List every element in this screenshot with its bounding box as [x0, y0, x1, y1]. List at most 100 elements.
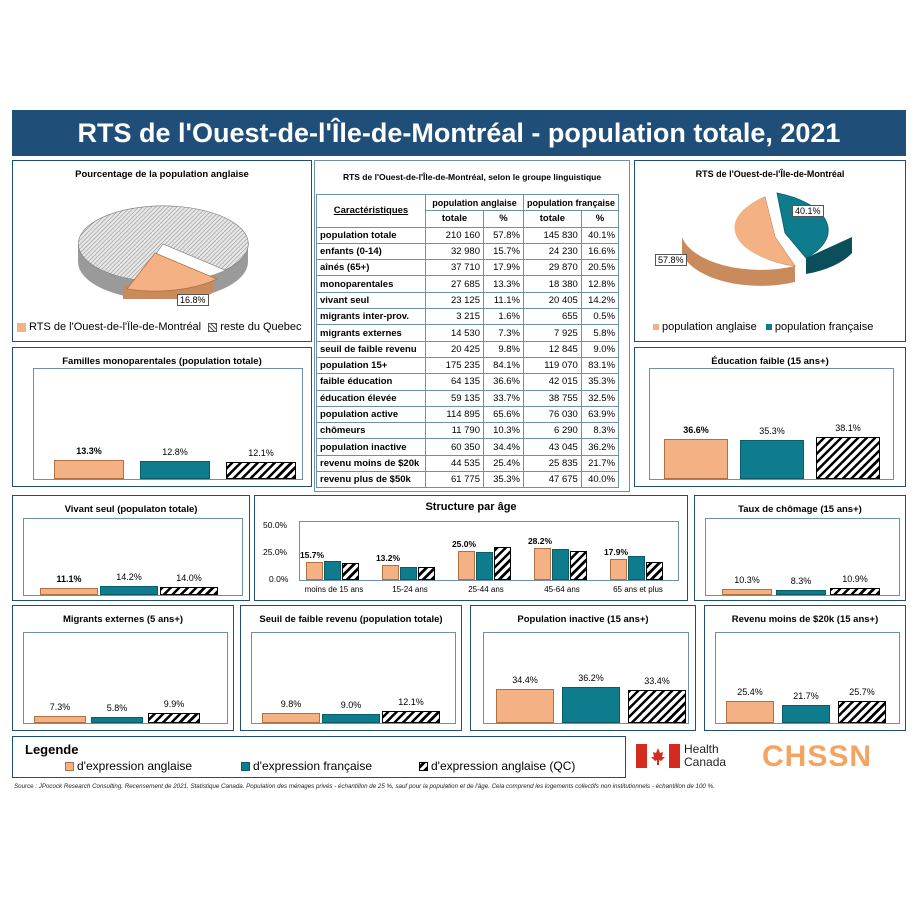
source-note: Source : JPocock Research Consulting. Re…: [14, 783, 715, 790]
education-panel: Éducation faible (15 ans+) 36.6% 35.3% 38.1…: [634, 347, 906, 487]
bar-qc: [226, 462, 296, 479]
legend-label-fr: d'expression française: [253, 759, 373, 773]
pie-right-slice-en-main: [734, 197, 795, 266]
pie-right-legend: population anglaise population française: [653, 321, 873, 333]
table-cell: 35.3%: [483, 471, 524, 489]
table-cell: 29 870: [523, 259, 582, 277]
table-cell: 20.5%: [580, 259, 620, 277]
canada-flag-icon: [636, 744, 680, 768]
table-cell: 145 830: [523, 226, 582, 244]
table-title: RTS de l'Ouest-de-l'Île-de-Montréal, sel…: [342, 172, 602, 182]
bar-qc: [382, 710, 440, 723]
structure-category-label: 45-64 ans: [544, 585, 580, 594]
table-cell: 20 425: [425, 340, 484, 358]
bar-value-label: 21.7%: [793, 690, 819, 701]
table-cell: 17.9%: [483, 259, 524, 277]
bar-fra: [100, 586, 158, 595]
familles-title: Familles monoparentales (population tota…: [62, 356, 262, 367]
col-header-en: population anglaise: [425, 193, 524, 212]
table-cell: 12.8%: [580, 275, 620, 293]
table-cell: 43 045: [523, 438, 582, 456]
bar-fra: [91, 717, 143, 723]
table-cell: 40.1%: [580, 226, 620, 244]
legend-panel: Legende d'expression anglaise d'expressi…: [12, 736, 626, 778]
table-cell: 655: [523, 308, 582, 326]
bar-value-label: 14.2%: [116, 572, 142, 583]
sub-pct-en: %: [483, 210, 524, 228]
inactive-plot: 34.4% 36.2% 33.4%: [483, 632, 689, 724]
table-cell: 10.3%: [483, 422, 524, 440]
structure-bar-qc: [570, 550, 587, 580]
table-row: population active 114 895 65.6% 76 030 63.9%: [316, 405, 620, 424]
table-cell: 14.2%: [580, 291, 620, 310]
bar-fra: [740, 440, 804, 479]
migrants-panel: Migrants externes (5 ans+) 7.3% 5.8% 9.9%: [12, 605, 234, 731]
bar-fra: [322, 714, 380, 723]
table-row: population totale 210 160 57.8% 145 830 40.1…: [316, 226, 620, 244]
structure-value-label: 17.9%: [603, 547, 629, 558]
bar-qc: [838, 701, 886, 723]
pie-right-slice-fr-side: [806, 237, 852, 274]
bar-ang: [496, 688, 554, 723]
bar-value-label: 36.6%: [683, 424, 709, 435]
bar-value-label: 12.1%: [398, 696, 424, 707]
table-cell: 65.6%: [483, 405, 524, 424]
row-label: seuil de faible revenu: [316, 340, 426, 358]
chssn-logo: CHSSN: [762, 740, 873, 773]
sub-pct-fr: %: [580, 210, 620, 228]
table-cell: 12 845: [523, 340, 582, 358]
bar-qc: [816, 437, 880, 479]
health-canada-logo: Health Canada: [684, 743, 726, 769]
pie-right-slice-en-side: [682, 237, 795, 286]
table-row: migrants inter-prov. 3 215 1.6% 655 0.5%: [316, 308, 620, 326]
table-cell: 7.3%: [483, 324, 524, 342]
table-cell: 9.8%: [483, 340, 524, 358]
row-label: éducation élevée: [316, 389, 426, 407]
row-label: chômeurs: [316, 422, 426, 440]
structure-bar-ang: [534, 547, 551, 580]
bar-value-label: 12.1%: [248, 448, 274, 459]
legend-swatch-reste: [208, 322, 218, 332]
table-cell: 0.5%: [580, 308, 620, 326]
table-cell: 34.4%: [483, 438, 524, 456]
table-cell: 9.0%: [580, 340, 620, 358]
row-label: monoparentales: [316, 275, 426, 293]
bar-value-label: 36.2%: [578, 672, 604, 683]
legend-label-qc: d'expression anglaise (QC): [431, 759, 576, 773]
legend-swatch-anglaise: [65, 762, 74, 772]
table-cell: 27 685: [425, 275, 484, 293]
pie-left-legend-rts: RTS de l'Ouest-de-l'Île-de-Montréal: [29, 321, 202, 333]
education-title: Éducation faible (15 ans+): [711, 356, 829, 367]
table-row: population inactive 60 350 34.4% 43 045 36.2…: [316, 438, 620, 456]
table-cell: 210 160: [425, 226, 484, 244]
bar-qc: [160, 586, 218, 595]
bar-value-label: 34.4%: [512, 674, 538, 685]
bar-value-label: 33.4%: [644, 675, 670, 686]
pie-left-slice-rest: [78, 205, 249, 281]
structure-bar-ang: [306, 561, 323, 580]
table-row: monoparentales 27 685 13.3% 18 380 12.8%: [316, 275, 620, 293]
structure-value-label: 25.0%: [451, 539, 477, 550]
table-cell: 47 675: [523, 471, 582, 489]
table-cell: 6 290: [523, 422, 582, 440]
structure-plot: 15.7% moins de 15 ans 13.2% 15-24 ans 25.0% 2…: [299, 521, 679, 594]
structure-ytick-50: 50.0%: [263, 520, 288, 530]
legend-item-qc: d'expression anglaise (QC): [419, 759, 575, 773]
bar-value-label: 12.8%: [162, 447, 188, 458]
faible-revenu-title: Seuil de faible revenu (population total…: [259, 614, 443, 625]
logo-health: Health: [684, 742, 719, 756]
bar-value-label: 25.7%: [849, 687, 875, 698]
education-plot: 36.6% 35.3% 38.1%: [649, 368, 894, 480]
structure-bar-fra: [476, 552, 493, 580]
structure-ytick-0: 0.0%: [269, 574, 289, 584]
pie-left-slice-rts: [126, 252, 218, 292]
structure-bar-qc: [646, 562, 663, 580]
row-label: migrants inter-prov.: [316, 308, 426, 326]
sub-total-en: totale: [425, 210, 484, 228]
legend-swatch-qc: [419, 762, 428, 772]
structure-category-label: moins de 15 ans: [304, 585, 364, 594]
chomage-plot: 10.3% 8.3% 10.9%: [705, 518, 900, 596]
table-cell: 1.6%: [483, 308, 524, 326]
table-cell: 60 350: [425, 438, 484, 456]
table-cell: 7 925: [523, 324, 582, 342]
